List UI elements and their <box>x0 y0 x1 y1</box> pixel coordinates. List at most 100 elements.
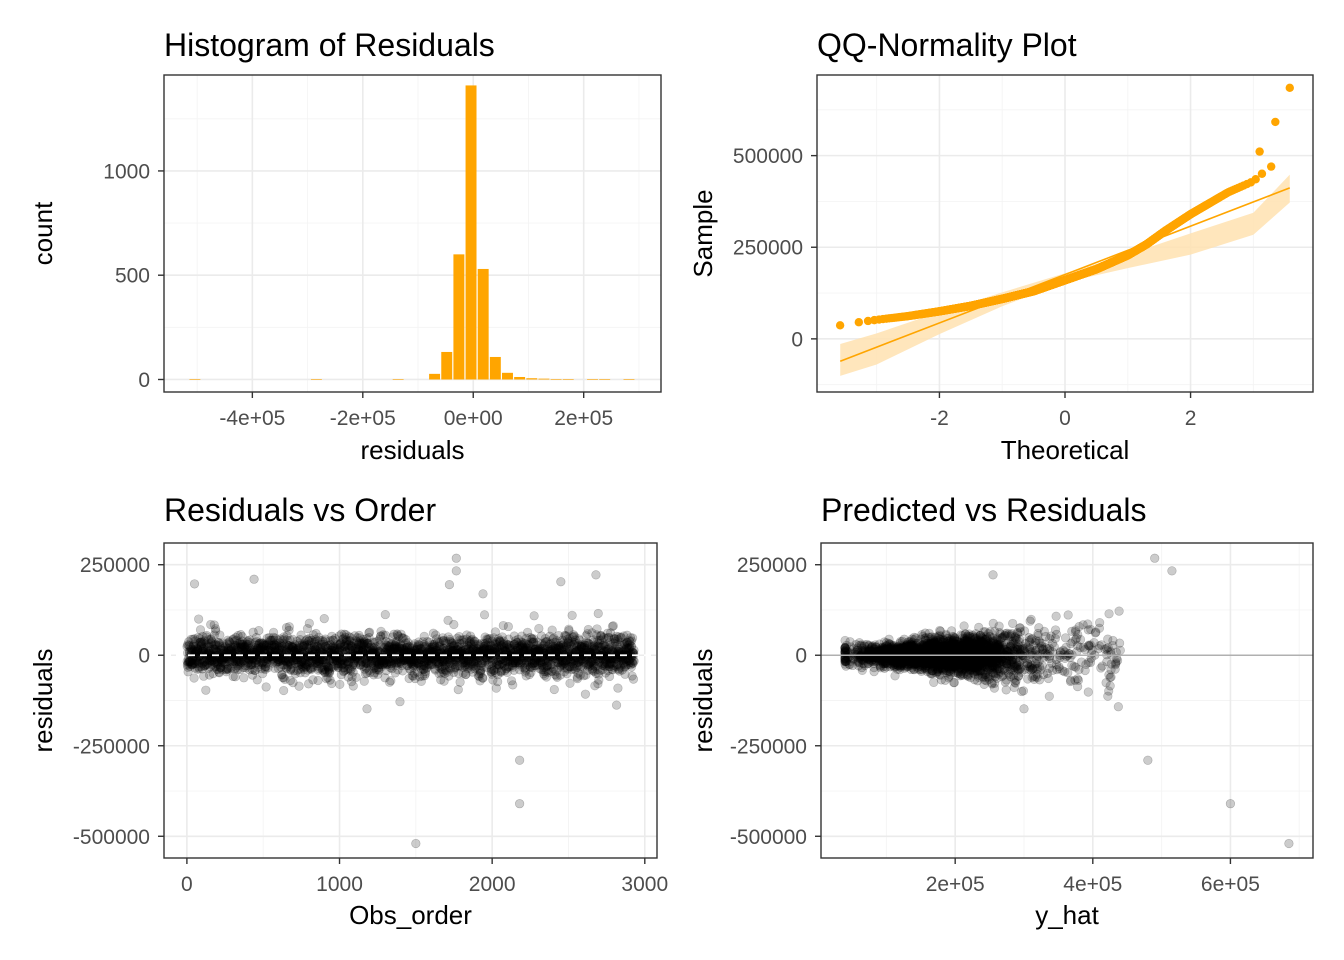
scatter-point <box>288 677 298 688</box>
scatter-point <box>227 647 237 657</box>
scatter-point <box>225 657 235 667</box>
scatter-point <box>224 637 234 647</box>
scatter-point <box>210 639 220 649</box>
scatter-point <box>207 653 218 664</box>
scatter-point <box>198 638 208 648</box>
scatter-point <box>263 642 274 652</box>
scatter-point <box>251 649 261 659</box>
scatter-point <box>240 642 250 652</box>
scatter-point <box>230 636 240 646</box>
scatter-point <box>229 654 239 664</box>
scatter-point <box>247 665 257 675</box>
scatter-point <box>209 640 219 650</box>
scatter-point <box>230 664 240 674</box>
scatter-point <box>215 654 225 664</box>
scatter-point <box>235 639 246 650</box>
scatter-point <box>283 657 293 668</box>
scatter-point <box>276 654 286 664</box>
scatter-point <box>290 640 300 650</box>
scatter-point <box>241 639 252 650</box>
histogram-bar <box>441 351 453 380</box>
scatter-point <box>223 644 234 654</box>
scatter-point <box>236 657 246 667</box>
scatter-point <box>335 679 345 689</box>
x-axis-label: residuals <box>360 435 464 465</box>
scatter-point <box>279 649 289 659</box>
scatter-point <box>288 641 299 651</box>
scatter-point <box>281 622 292 633</box>
scatter-point <box>282 644 292 654</box>
scatter-point <box>237 642 247 652</box>
qq-reference-line <box>839 187 1291 362</box>
scatter-point <box>190 645 200 655</box>
scatter-point <box>206 651 217 662</box>
x-tick-label: 0e+00 <box>444 407 503 430</box>
scatter-point <box>228 635 238 645</box>
scatter-point <box>247 670 258 680</box>
scatter-point <box>292 645 303 655</box>
scatter-point <box>262 633 272 643</box>
scatter-point <box>189 644 200 654</box>
histogram-bar <box>514 376 526 380</box>
scatter-point <box>249 647 259 657</box>
scatter-point <box>205 655 216 665</box>
scatter-point <box>304 618 314 628</box>
scatter-point <box>190 642 201 653</box>
scatter-point <box>253 646 263 656</box>
scatter-point <box>283 647 293 657</box>
scatter-point <box>287 654 297 664</box>
scatter-point <box>228 649 238 659</box>
scatter-point <box>261 644 272 654</box>
scatter-point <box>202 660 212 670</box>
scatter-point <box>216 657 226 668</box>
scatter-point <box>288 643 298 653</box>
scatter-point <box>251 640 261 650</box>
scatter-point <box>252 657 262 667</box>
scatter-point <box>296 647 306 657</box>
scatter-point <box>278 660 289 670</box>
scatter-point <box>227 645 237 655</box>
scatter-point <box>287 642 297 653</box>
scatter-point <box>262 654 272 664</box>
scatter-point <box>190 654 201 665</box>
scatter-point <box>182 656 192 666</box>
scatter-point <box>294 660 304 671</box>
scatter-point <box>199 661 209 671</box>
scatter-point <box>287 645 297 655</box>
scatter-point <box>236 629 246 640</box>
scatter-point <box>287 641 297 651</box>
scatter-point <box>284 625 294 635</box>
scatter-point <box>209 630 219 640</box>
scatter-point <box>251 642 261 653</box>
scatter-point <box>203 635 214 645</box>
scatter-point <box>222 639 232 649</box>
scatter-point <box>228 634 239 644</box>
scatter-point <box>185 661 195 672</box>
scatter-point <box>197 637 207 647</box>
scatter-point <box>296 657 307 667</box>
scatter-point <box>219 654 229 664</box>
scatter-point <box>206 619 216 630</box>
scatter-point <box>195 637 205 648</box>
scatter-point <box>277 670 287 680</box>
scatter-point <box>214 638 224 648</box>
scatter-point <box>197 658 207 669</box>
scatter-point <box>183 659 193 669</box>
scatter-point <box>268 640 278 651</box>
scatter-point <box>192 656 202 666</box>
scatter-point <box>250 666 260 676</box>
scatter-point <box>201 630 212 641</box>
scatter-point <box>294 647 304 657</box>
scatter-point <box>220 659 230 669</box>
scatter-point <box>258 640 268 651</box>
x-tick-label: -4e+05 <box>219 407 285 430</box>
scatter-point <box>184 640 194 650</box>
scatter-point <box>235 638 245 648</box>
scatter-point <box>270 663 280 673</box>
scatter-point <box>254 653 264 664</box>
y-tick-label: 0 <box>138 369 150 392</box>
scatter-point <box>285 656 295 666</box>
scatter-point <box>251 636 262 646</box>
scatter-point <box>209 620 219 630</box>
y-axis-label: count <box>28 201 58 265</box>
